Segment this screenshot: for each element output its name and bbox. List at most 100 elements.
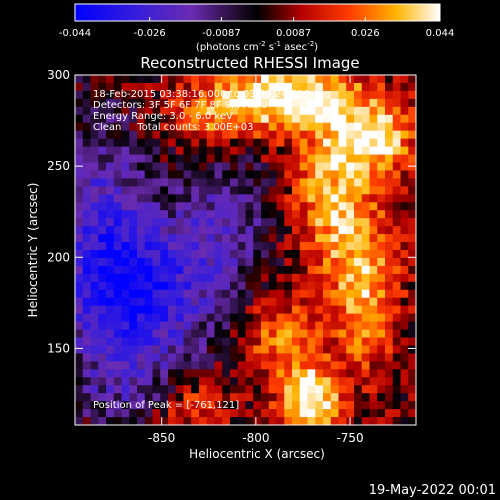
heatmap-cell: [392, 265, 402, 275]
heatmap-cell: [98, 409, 107, 418]
heatmap-cell: [230, 122, 239, 132]
heatmap-cell: [82, 242, 92, 251]
heatmap-cell: [152, 114, 161, 124]
heatmap-cell: [361, 385, 371, 394]
heatmap-cell: [400, 218, 409, 227]
heatmap-cell: [392, 138, 402, 148]
heatmap-cell: [75, 377, 84, 386]
heatmap-cell: [113, 98, 123, 108]
heatmap-cell: [129, 114, 138, 124]
heatmap-cell: [90, 210, 99, 219]
heatmap-cell: [137, 377, 146, 386]
heatmap-cell: [90, 417, 99, 425]
heatmap-cell: [385, 98, 394, 108]
heatmap-cell: [121, 321, 130, 331]
heatmap-cell: [369, 321, 378, 331]
heatmap-cell: [276, 385, 285, 394]
heatmap-cell: [245, 281, 254, 291]
heatmap-cell: [361, 114, 371, 124]
heatmap-cell: [121, 265, 130, 275]
heatmap-cell: [323, 194, 332, 203]
heatmap-cell: [144, 377, 154, 386]
heatmap-cell: [199, 305, 208, 315]
heatmap-cell: [199, 226, 208, 235]
heatmap-cell: [315, 297, 324, 307]
heatmap-cell: [323, 369, 332, 378]
heatmap-cell: [214, 321, 223, 331]
heatmap-cell: [268, 82, 278, 92]
heatmap-cell: [75, 353, 84, 362]
heatmap-cell: [253, 377, 262, 386]
heatmap-cell: [160, 345, 169, 354]
heatmap-cell: [206, 234, 216, 243]
heatmap-cell: [152, 210, 161, 219]
heatmap-cell: [377, 273, 386, 283]
heatmap-cell: [152, 194, 161, 203]
heatmap-cell: [292, 162, 301, 172]
heatmap-cell: [354, 337, 363, 347]
heatmap-cell: [338, 361, 347, 370]
heatmap-cell: [160, 114, 169, 124]
heatmap-cell: [361, 98, 371, 108]
heatmap-cell: [292, 178, 301, 187]
heatmap-cell: [400, 361, 409, 370]
heatmap-cell: [214, 170, 223, 179]
heatmap-cell: [75, 289, 84, 299]
heatmap-cell: [400, 82, 409, 92]
heatmap-cell: [206, 313, 216, 323]
heatmap-cell: [183, 361, 192, 370]
heatmap-cell: [253, 353, 262, 362]
heatmap-cell: [408, 297, 416, 307]
heatmap-cell: [330, 345, 340, 354]
heatmap-cell: [307, 162, 316, 172]
heatmap-cell: [307, 178, 316, 187]
heatmap-cell: [237, 265, 247, 275]
heatmap-cell: [191, 218, 200, 227]
heatmap-cell: [392, 281, 402, 291]
heatmap-cell: [183, 273, 192, 283]
heatmap-cell: [284, 305, 293, 315]
heatmap-cell: [292, 98, 301, 108]
heatmap-cell: [230, 369, 239, 378]
heatmap-cell: [175, 154, 185, 164]
heatmap-cell: [253, 162, 262, 172]
heatmap-cell: [400, 417, 409, 425]
heatmap-cell: [315, 146, 324, 156]
heatmap-cell: [90, 345, 99, 354]
heatmap-cell: [307, 385, 316, 394]
heatmap-cell: [191, 98, 200, 108]
heatmap-cell: [245, 265, 254, 275]
heatmap-cell: [237, 257, 247, 267]
heatmap-cell: [237, 401, 247, 410]
heatmap-cell: [245, 202, 254, 211]
heatmap-cell: [98, 106, 107, 116]
heatmap-cell: [268, 75, 278, 84]
heatmap-cell: [129, 154, 138, 164]
heatmap-cell: [183, 106, 192, 116]
heatmap-cell: [253, 226, 262, 235]
heatmap-cell: [408, 186, 416, 195]
heatmap-cell: [400, 162, 409, 172]
heatmap-cell: [199, 265, 208, 275]
heatmap-cell: [276, 138, 285, 148]
heatmap-cell: [168, 321, 177, 331]
heatmap-cell: [369, 273, 378, 283]
heatmap-cell: [268, 146, 278, 156]
heatmap-cell: [113, 138, 123, 148]
heatmap-cell: [284, 162, 293, 172]
heatmap-cell: [129, 321, 138, 331]
heatmap-cell: [237, 273, 247, 283]
heatmap-cell: [361, 234, 371, 243]
heatmap-cell: [144, 82, 154, 92]
heatmap-cell: [75, 417, 84, 425]
heatmap-cell: [214, 345, 223, 354]
heatmap-cell: [292, 130, 301, 140]
heatmap-cell: [253, 393, 262, 402]
heatmap-cell: [369, 98, 378, 108]
heatmap-cell: [361, 170, 371, 179]
heatmap-cell: [168, 393, 177, 402]
heatmap-cell: [307, 218, 316, 227]
heatmap-cell: [175, 234, 185, 243]
heatmap-cell: [408, 154, 416, 164]
heatmap-cell: [268, 257, 278, 267]
